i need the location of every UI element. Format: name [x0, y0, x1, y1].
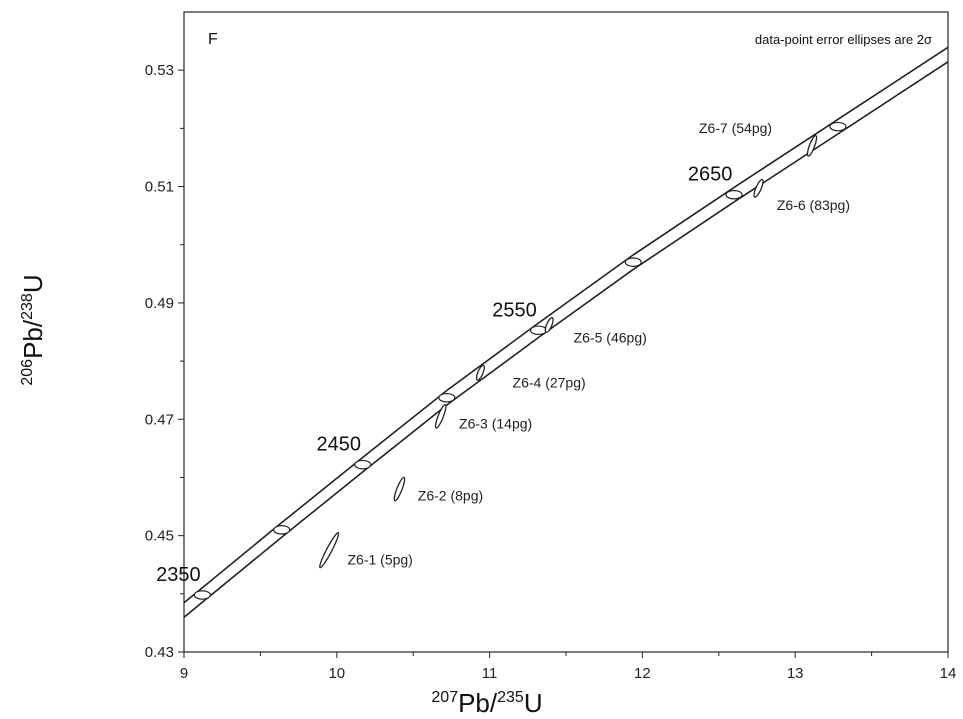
x-title-sup2: 235 — [497, 689, 524, 706]
x-tick-label-13: 13 — [787, 665, 804, 682]
y-axis-title: 206Pb/238U — [18, 274, 48, 385]
age-marker-4 — [438, 392, 456, 403]
error-ellipse-6 — [753, 178, 764, 198]
point-label-4: Z6-4 (27pg) — [513, 374, 586, 390]
y-tick-label-0.43: 0.43 — [145, 644, 174, 661]
y-tick-label-0.49: 0.49 — [145, 295, 174, 312]
y-tick-label-0.53: 0.53 — [145, 62, 174, 79]
x-title-sup1: 207 — [431, 689, 458, 706]
error-ellipse-3 — [434, 404, 447, 429]
age-marker-1 — [193, 590, 211, 600]
y-title-base2: U — [18, 274, 48, 293]
y-title-sup2: 238 — [19, 293, 36, 320]
error-ellipse-2 — [393, 476, 406, 502]
x-tick-label-14: 14 — [940, 665, 957, 682]
age-markers: 2350 2450 2550 2650 — [156, 121, 847, 600]
plot-frame — [183, 11, 949, 653]
error-ellipse-7 — [806, 134, 818, 157]
age-label-2650: 2650 — [688, 164, 733, 186]
concordia-curve — [183, 46, 949, 618]
point-label-5: Z6-5 (46pg) — [574, 329, 647, 345]
data-points: Z6-1 (5pg) Z6-2 (8pg) Z6-3 (14pg) Z6-4 (27p… — [319, 120, 850, 569]
concordia-upper-line — [183, 46, 949, 604]
x-axis-title: 207Pb/235U — [431, 688, 542, 718]
panel-letter: F — [208, 31, 218, 48]
age-label-2550: 2550 — [492, 299, 537, 321]
x-tick-label-12: 12 — [634, 665, 651, 682]
age-marker-2 — [273, 525, 291, 535]
age-marker-6 — [624, 257, 642, 267]
y-tick-label-0.47: 0.47 — [145, 411, 174, 428]
y-tick-label-0.45: 0.45 — [145, 528, 174, 545]
point-label-6: Z6-6 (83pg) — [777, 197, 850, 213]
point-label-2: Z6-2 (8pg) — [418, 488, 483, 504]
age-label-2350: 2350 — [156, 564, 201, 586]
age-marker-5 — [529, 325, 548, 336]
x-tick-label-9: 9 — [180, 665, 188, 682]
point-label-3: Z6-3 (14pg) — [459, 416, 532, 432]
x-tick-label-11: 11 — [482, 665, 498, 682]
axis-ticks: 9 10 11 12 13 14 0.43 0.45 0.47 0.49 0.51 0.53 — [145, 62, 957, 682]
y-title-sup1: 206 — [19, 359, 36, 386]
age-marker-8 — [829, 121, 847, 132]
point-label-7: Z6-7 (54pg) — [699, 120, 772, 136]
x-title-base1: Pb/ — [458, 688, 498, 718]
concordia-lower-line — [183, 61, 949, 618]
x-tick-label-10: 10 — [328, 665, 345, 682]
error-ellipse-4 — [475, 364, 485, 381]
y-tick-label-0.51: 0.51 — [145, 179, 174, 196]
error-ellipse-1 — [319, 532, 340, 569]
x-title-base2: U — [524, 688, 543, 718]
y-title-base1: Pb/ — [18, 319, 48, 359]
error-ellipse-5 — [544, 317, 554, 334]
point-label-1: Z6-1 (5pg) — [347, 552, 412, 568]
age-label-2450: 2450 — [317, 434, 362, 456]
error-note: data-point error ellipses are 2σ — [755, 32, 932, 47]
age-marker-7 — [725, 189, 743, 200]
age-marker-3 — [354, 459, 372, 470]
